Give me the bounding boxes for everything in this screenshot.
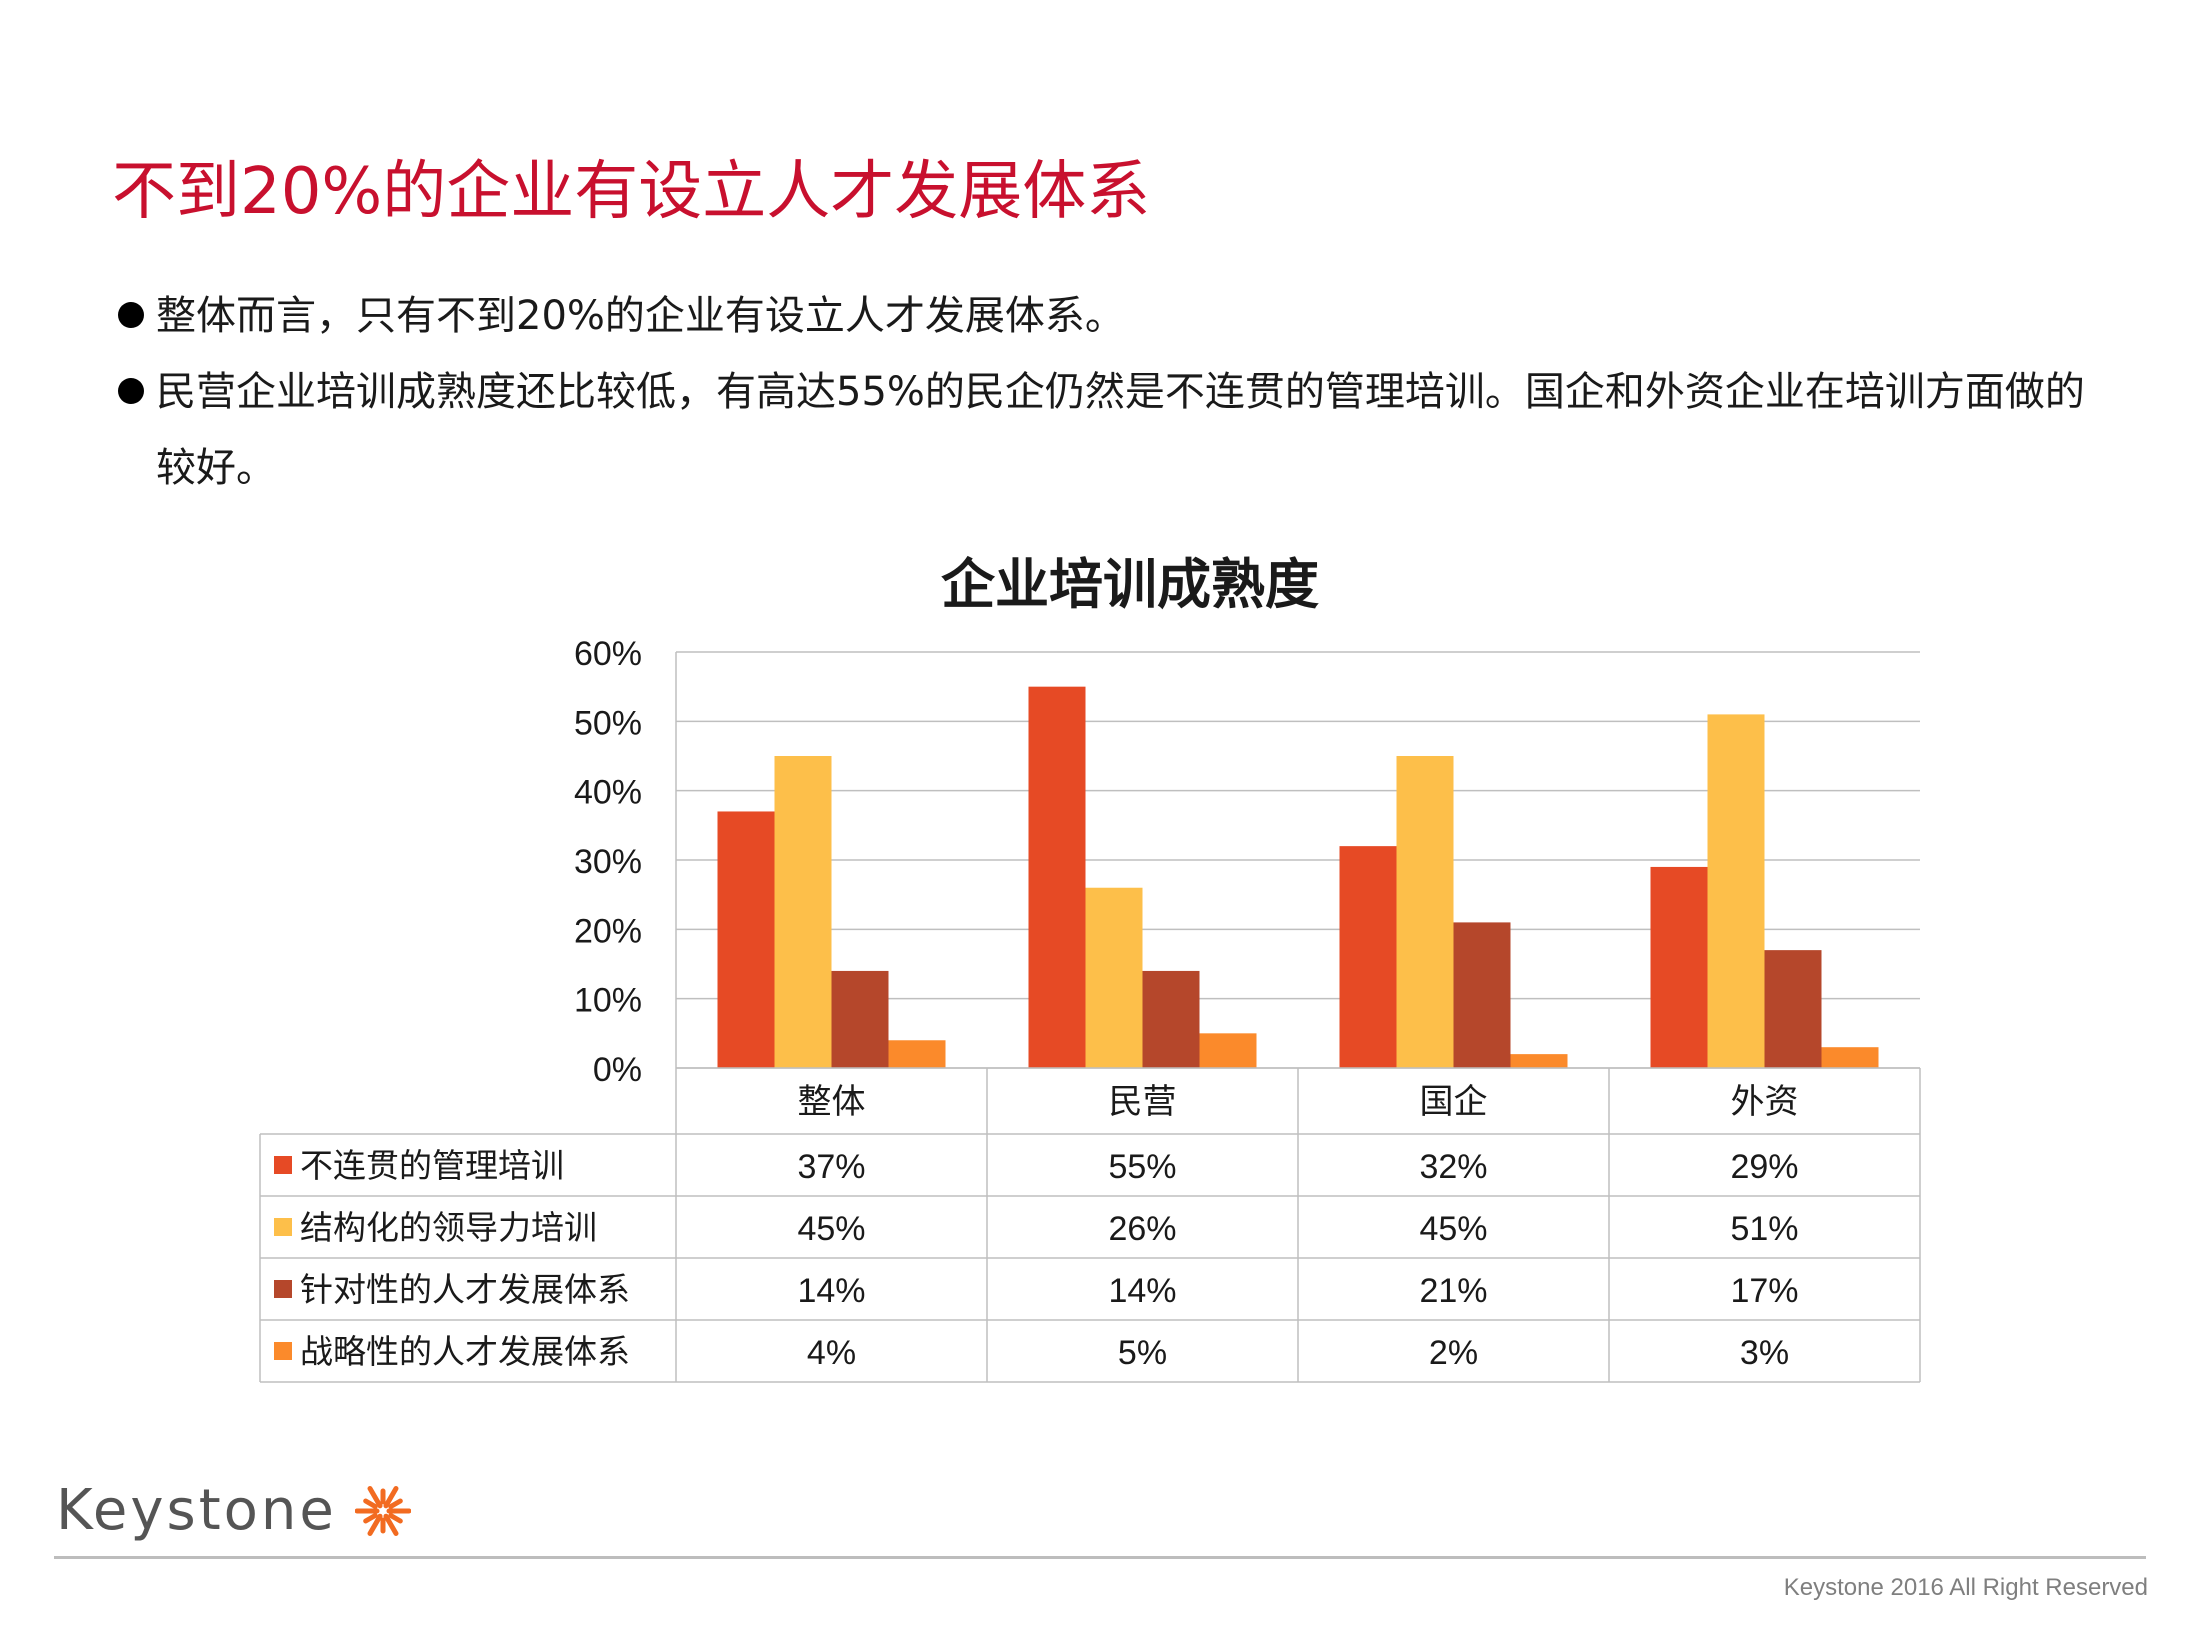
- bar: [1339, 846, 1397, 1068]
- footer-divider: [54, 1556, 2146, 1559]
- y-tick-label: 40%: [574, 774, 642, 812]
- starburst-ray: [367, 1485, 383, 1508]
- bar: [1142, 970, 1200, 1068]
- starburst-ray: [363, 1512, 378, 1523]
- data-label: 4%: [807, 1334, 856, 1372]
- legend-entry: 不连贯的管理培训: [300, 1146, 564, 1185]
- legend-entry: 结构化的领导力培训: [300, 1208, 597, 1247]
- data-label: 32%: [1419, 1148, 1487, 1186]
- data-label: 14%: [797, 1272, 865, 1310]
- bar: [1085, 887, 1143, 1068]
- starburst-ray: [383, 1485, 399, 1508]
- slide-title: 不到20%的企业有设立人才发展体系: [112, 155, 1151, 229]
- data-label: 51%: [1730, 1210, 1798, 1248]
- bullet-item: 整体而言，只有不到20%的企业有设立人才发展体系。: [112, 278, 2092, 354]
- y-tick-label: 30%: [574, 843, 642, 881]
- starburst-icon: [354, 1485, 411, 1536]
- bar: [1764, 950, 1822, 1068]
- bar: [717, 811, 775, 1068]
- legend-swatch: [274, 1342, 292, 1360]
- bar: [1821, 1047, 1879, 1068]
- legend-swatch: [274, 1156, 292, 1174]
- y-tick-label: 60%: [574, 635, 642, 673]
- data-label: 2%: [1429, 1334, 1478, 1372]
- brand-logo: Keystone: [56, 1478, 411, 1543]
- data-label: 29%: [1730, 1148, 1798, 1186]
- copyright-text: Keystone 2016 All Right Reserved: [1783, 1574, 2148, 1601]
- data-label: 14%: [1108, 1272, 1176, 1310]
- starburst-ray: [388, 1498, 403, 1509]
- bar: [1396, 756, 1454, 1068]
- bullet-text: 民营企业培训成熟度还比较低，有高达55%的民企仍然是不连贯的管理培训。国企和外资…: [156, 369, 2085, 491]
- bar: [774, 756, 832, 1068]
- data-label: 17%: [1730, 1272, 1798, 1310]
- data-label: 55%: [1108, 1148, 1176, 1186]
- starburst-ray: [388, 1512, 403, 1523]
- data-label: 37%: [797, 1148, 865, 1186]
- legend-swatch: [274, 1218, 292, 1236]
- x-tick-label: 外资: [1731, 1082, 1799, 1122]
- bullet-dot-icon: [118, 378, 144, 404]
- bullet-dot-icon: [118, 302, 144, 328]
- data-label: 21%: [1419, 1272, 1487, 1310]
- bar: [1199, 1033, 1257, 1068]
- x-tick-label: 国企: [1420, 1082, 1488, 1122]
- data-label: 26%: [1108, 1210, 1176, 1248]
- legend-swatch: [274, 1280, 292, 1298]
- y-tick-label: 0%: [593, 1051, 642, 1089]
- legend-entry: 战略性的人才发展体系: [300, 1332, 630, 1371]
- data-label: 45%: [1419, 1210, 1487, 1248]
- x-tick-label: 整体: [798, 1082, 866, 1122]
- bar: [1707, 714, 1765, 1068]
- x-tick-label: 民营: [1109, 1082, 1177, 1122]
- chart-title-wrap: 企业培训成熟度: [0, 540, 2200, 619]
- starburst-ray: [383, 1513, 399, 1536]
- starburst-ray: [367, 1513, 383, 1536]
- bar: [888, 1040, 946, 1068]
- y-tick-label: 20%: [574, 912, 642, 950]
- data-label: 45%: [797, 1210, 865, 1248]
- bullet-text: 整体而言，只有不到20%的企业有设立人才发展体系。: [156, 293, 1125, 339]
- data-label: 3%: [1740, 1334, 1789, 1372]
- data-label: 5%: [1118, 1334, 1167, 1372]
- brand-name: Keystone: [56, 1478, 337, 1543]
- starburst-ray: [363, 1498, 378, 1509]
- legend-entry: 针对性的人才发展体系: [300, 1270, 630, 1309]
- bullet-item: 民营企业培训成熟度还比较低，有高达55%的民企仍然是不连贯的管理培训。国企和外资…: [112, 354, 2092, 506]
- chart-title: 企业培训成熟度: [941, 553, 1319, 616]
- bar: [1028, 686, 1086, 1068]
- y-tick-label: 10%: [574, 982, 642, 1020]
- bar: [1453, 922, 1511, 1068]
- bar: [1650, 866, 1708, 1068]
- bar: [1510, 1054, 1568, 1068]
- bar: [831, 970, 889, 1068]
- bullet-list: 整体而言，只有不到20%的企业有设立人才发展体系。 民营企业培训成熟度还比较低，…: [112, 278, 2092, 506]
- y-tick-label: 50%: [574, 704, 642, 742]
